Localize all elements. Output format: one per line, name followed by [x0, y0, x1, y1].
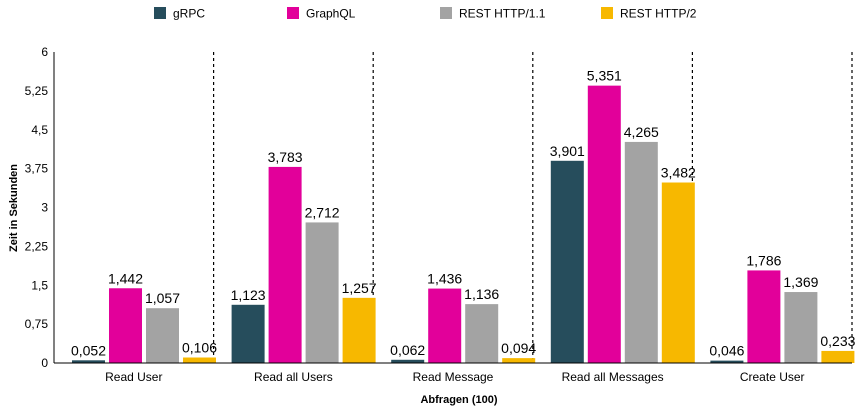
data-label-rest-http-1-1-read-user: 1,057 [145, 290, 180, 306]
legend: gRPC GraphQL REST HTTP/1.1 REST HTTP/2 [154, 7, 697, 21]
y-tick-label: 1,5 [31, 278, 48, 292]
data-label-rest-http-2-read-all-messages: 3,482 [661, 165, 696, 181]
bar-grpc-read-all-messages [550, 160, 584, 363]
y-tick-label: 6 [41, 45, 48, 59]
y-tick-label: 3,75 [25, 162, 49, 176]
legend-label-graphql: GraphQL [306, 7, 356, 21]
legend-label-grpc: gRPC [173, 7, 205, 21]
bar-rest-http-1-1-read-message [465, 304, 499, 363]
bar-graphql-create-user [747, 270, 781, 363]
y-tick-label: 5,25 [25, 84, 49, 98]
legend-swatch-rest-http-2 [601, 7, 613, 19]
category-label: Read User [105, 370, 162, 384]
x-axis-title: Abfragen (100) [420, 394, 497, 406]
y-tick-label: 0,75 [25, 317, 49, 331]
data-label-rest-http-2-create-user: 0,233 [820, 333, 855, 349]
data-label-grpc-read-all-messages: 3,901 [550, 143, 585, 159]
bar-rest-http-1-1-read-user [146, 308, 179, 363]
data-label-grpc-create-user: 0,046 [709, 343, 744, 359]
bar-graphql-read-message [428, 288, 462, 363]
bar-rest-http-1-1-read-all-messages [624, 141, 658, 363]
data-label-grpc-read-user: 0,052 [71, 342, 106, 358]
x-axis: Read User Read all Users Read Message Read … [54, 362, 852, 384]
bar-grpc-create-user [710, 360, 744, 363]
y-tick-label: 4,5 [31, 123, 48, 137]
category-label: Read all Users [254, 370, 333, 384]
data-label-graphql-read-message: 1,436 [427, 271, 462, 287]
bar-rest-http-1-1-create-user [784, 292, 818, 363]
legend-swatch-graphql [287, 7, 299, 19]
bar-graphql-read-user [109, 288, 142, 363]
data-label-graphql-create-user: 1,786 [746, 252, 781, 268]
data-label-grpc-read-message: 0,062 [390, 342, 425, 358]
y-axis: 0 0,75 1,5 2,25 3 3,75 4,5 5,25 6 [25, 45, 55, 370]
data-label-grpc-read-all-users: 1,123 [231, 287, 266, 303]
bar-rest-http-1-1-read-all-users [305, 222, 339, 363]
category-label: Create User [740, 370, 805, 384]
bar-rest-http-2-read-message [502, 358, 536, 363]
bar-rest-http-2-create-user [821, 350, 855, 363]
data-label-graphql-read-all-users: 3,783 [268, 149, 303, 165]
bar-rest-http-2-read-user [183, 357, 216, 363]
y-tick-label: 2,25 [25, 239, 49, 253]
legend-swatch-rest-http-1-1 [440, 7, 452, 19]
data-label-rest-http-1-1-read-message: 1,136 [464, 286, 499, 302]
data-label-rest-http-2-read-user: 0,106 [182, 340, 217, 356]
y-axis-title: Zeit in Sekunden [8, 164, 20, 252]
data-label-rest-http-1-1-read-all-users: 2,712 [305, 204, 340, 220]
y-tick-label: 0 [41, 356, 48, 370]
data-label-rest-http-2-read-all-users: 1,257 [342, 280, 377, 296]
legend-label-rest-http-1-1: REST HTTP/1.1 [459, 7, 546, 21]
bar-rest-http-2-read-all-users [342, 297, 376, 363]
legend-swatch-grpc [154, 7, 166, 19]
category-label: Read Message [413, 370, 494, 384]
data-label-graphql-read-user: 1,442 [108, 270, 143, 286]
bar-grpc-read-user [72, 360, 105, 363]
data-label-graphql-read-all-messages: 5,351 [587, 68, 622, 84]
bar-rest-http-2-read-all-messages [661, 182, 695, 363]
bar-grpc-read-all-users [231, 304, 265, 363]
legend-label-rest-http-2: REST HTTP/2 [620, 7, 697, 21]
category-label: Read all Messages [562, 370, 664, 384]
bar-graphql-read-all-users [268, 166, 302, 363]
bar-grpc-read-message [391, 359, 425, 363]
y-tick-label: 3 [41, 201, 48, 215]
bar-graphql-read-all-messages [587, 85, 621, 363]
data-label-rest-http-1-1-create-user: 1,369 [783, 274, 818, 290]
data-label-rest-http-1-1-read-all-messages: 4,265 [624, 124, 659, 140]
data-label-rest-http-2-read-message: 0,094 [501, 340, 536, 356]
